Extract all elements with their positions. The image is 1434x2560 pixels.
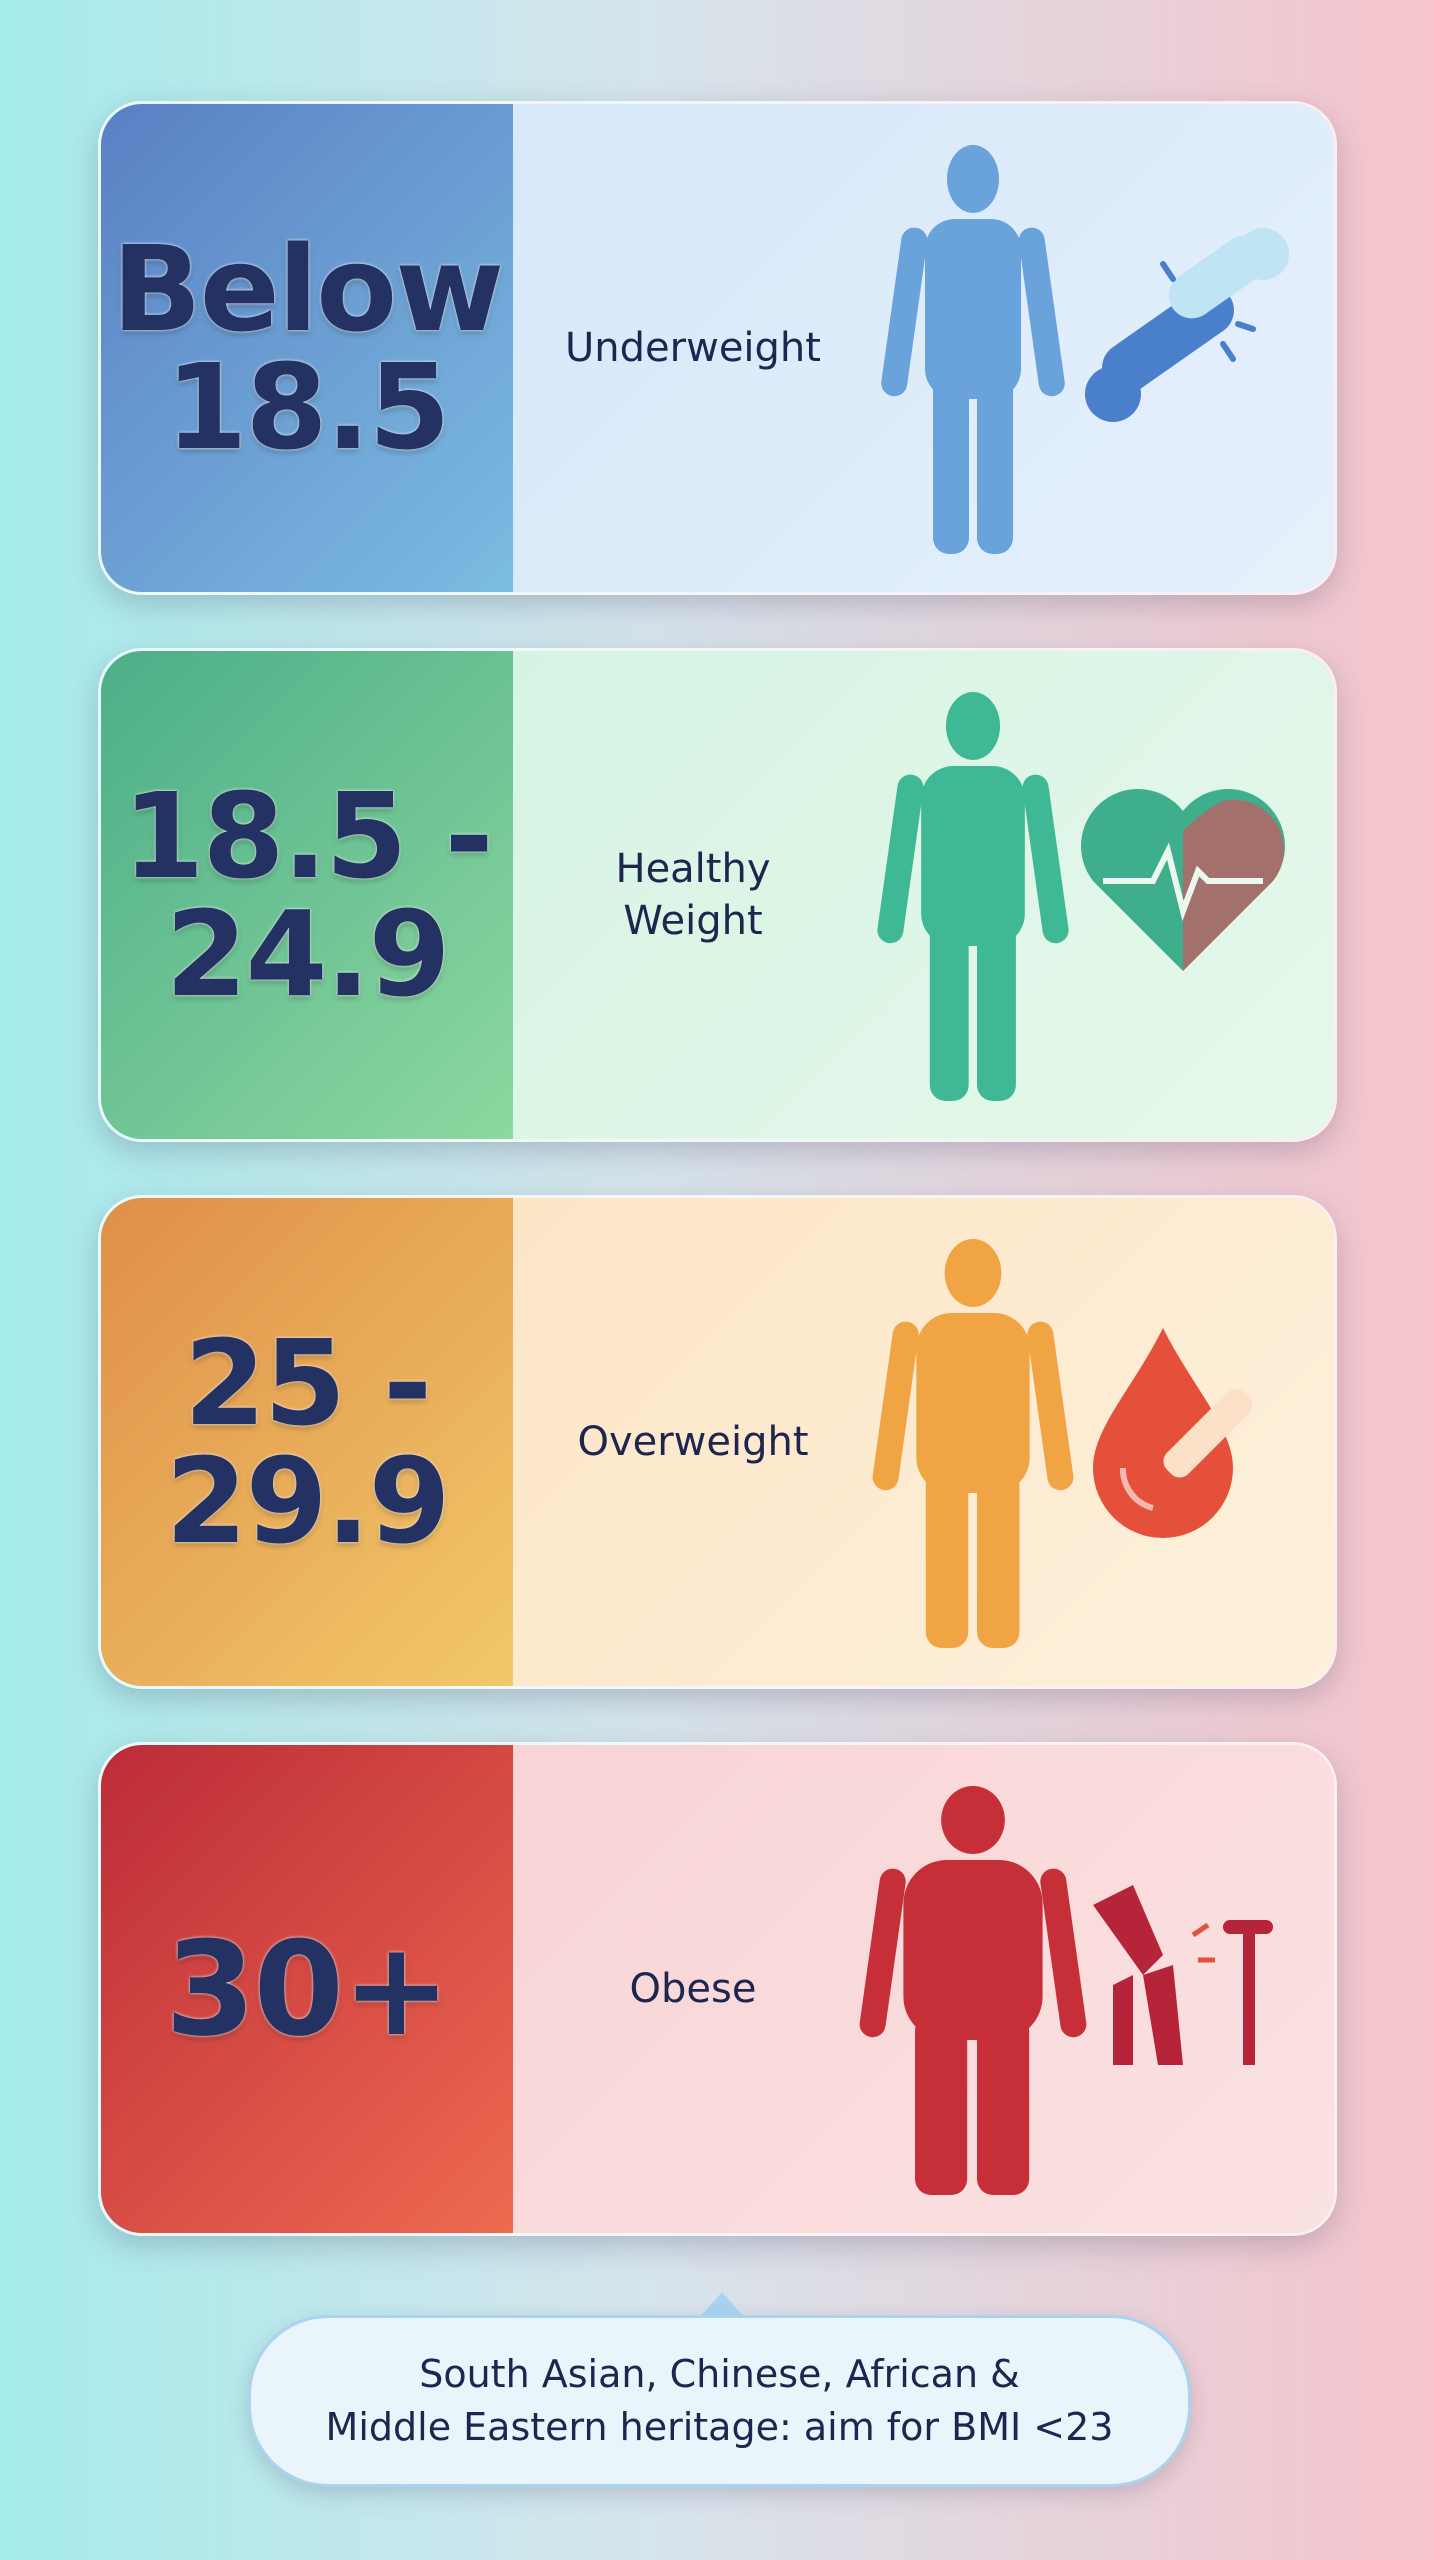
- label: Obese: [543, 1745, 843, 2233]
- risk-icon: [1073, 1865, 1293, 2089]
- label-text: Weight: [623, 898, 763, 944]
- body-figure: [843, 134, 1103, 578]
- range-text: 18.5 -: [122, 767, 493, 905]
- range-panel: 30+: [101, 1745, 513, 2233]
- info-panel: Overweight: [513, 1198, 1334, 1686]
- info-panel: Obese: [513, 1745, 1334, 2233]
- note-pointer: [700, 2292, 744, 2317]
- card: 25 -29.9 Overweight: [98, 1195, 1337, 1689]
- range-text: 29.9: [165, 1432, 450, 1570]
- silhouette: [872, 1239, 1074, 1648]
- note-line: South Asian, Chinese, African &: [419, 2351, 1020, 2396]
- range-text: 25 -: [183, 1314, 432, 1452]
- risk-icon: [1073, 771, 1293, 995]
- body-figure: [843, 1228, 1103, 1672]
- card: 30+ Obese: [98, 1742, 1337, 2236]
- label-text: Obese: [629, 1966, 757, 2012]
- range-text: 18.5: [165, 338, 450, 476]
- label: Healthy Weight: [543, 651, 843, 1139]
- range-panel: 25 -29.9: [101, 1198, 513, 1686]
- card: 18.5 -24.9 Healthy Weight: [98, 648, 1337, 1142]
- info-panel: Healthy Weight: [513, 651, 1334, 1139]
- range-text: Below: [111, 220, 504, 358]
- info-panel: Underweight: [513, 104, 1334, 592]
- body-figure: [843, 1775, 1103, 2219]
- label-text: Underweight: [565, 325, 821, 371]
- icon: [1081, 789, 1285, 971]
- silhouette: [859, 1786, 1087, 2195]
- risk-icon: [1073, 224, 1293, 448]
- silhouette: [877, 692, 1069, 1101]
- silhouette: [881, 145, 1065, 554]
- note-line: Middle Eastern heritage: aim for BMI <23: [325, 2405, 1114, 2449]
- body-figure: [843, 681, 1103, 1125]
- note: South Asian, Chinese, African & Middle E…: [248, 2315, 1191, 2487]
- range-text: 24.9: [165, 885, 450, 1023]
- label-text: Healthy: [615, 846, 771, 892]
- range-text: 30+: [165, 1913, 451, 2065]
- range-panel: 18.5 -24.9: [101, 651, 513, 1139]
- label: Overweight: [543, 1198, 843, 1686]
- label-text: Overweight: [577, 1419, 809, 1465]
- card: Below 18.5 Underweight: [98, 101, 1337, 595]
- range-panel: Below 18.5: [101, 104, 513, 592]
- icon: [1093, 1885, 1273, 2065]
- label: Underweight: [543, 104, 843, 592]
- icon: [1093, 1328, 1253, 1538]
- risk-icon: [1073, 1318, 1293, 1542]
- icon: [1085, 228, 1289, 422]
